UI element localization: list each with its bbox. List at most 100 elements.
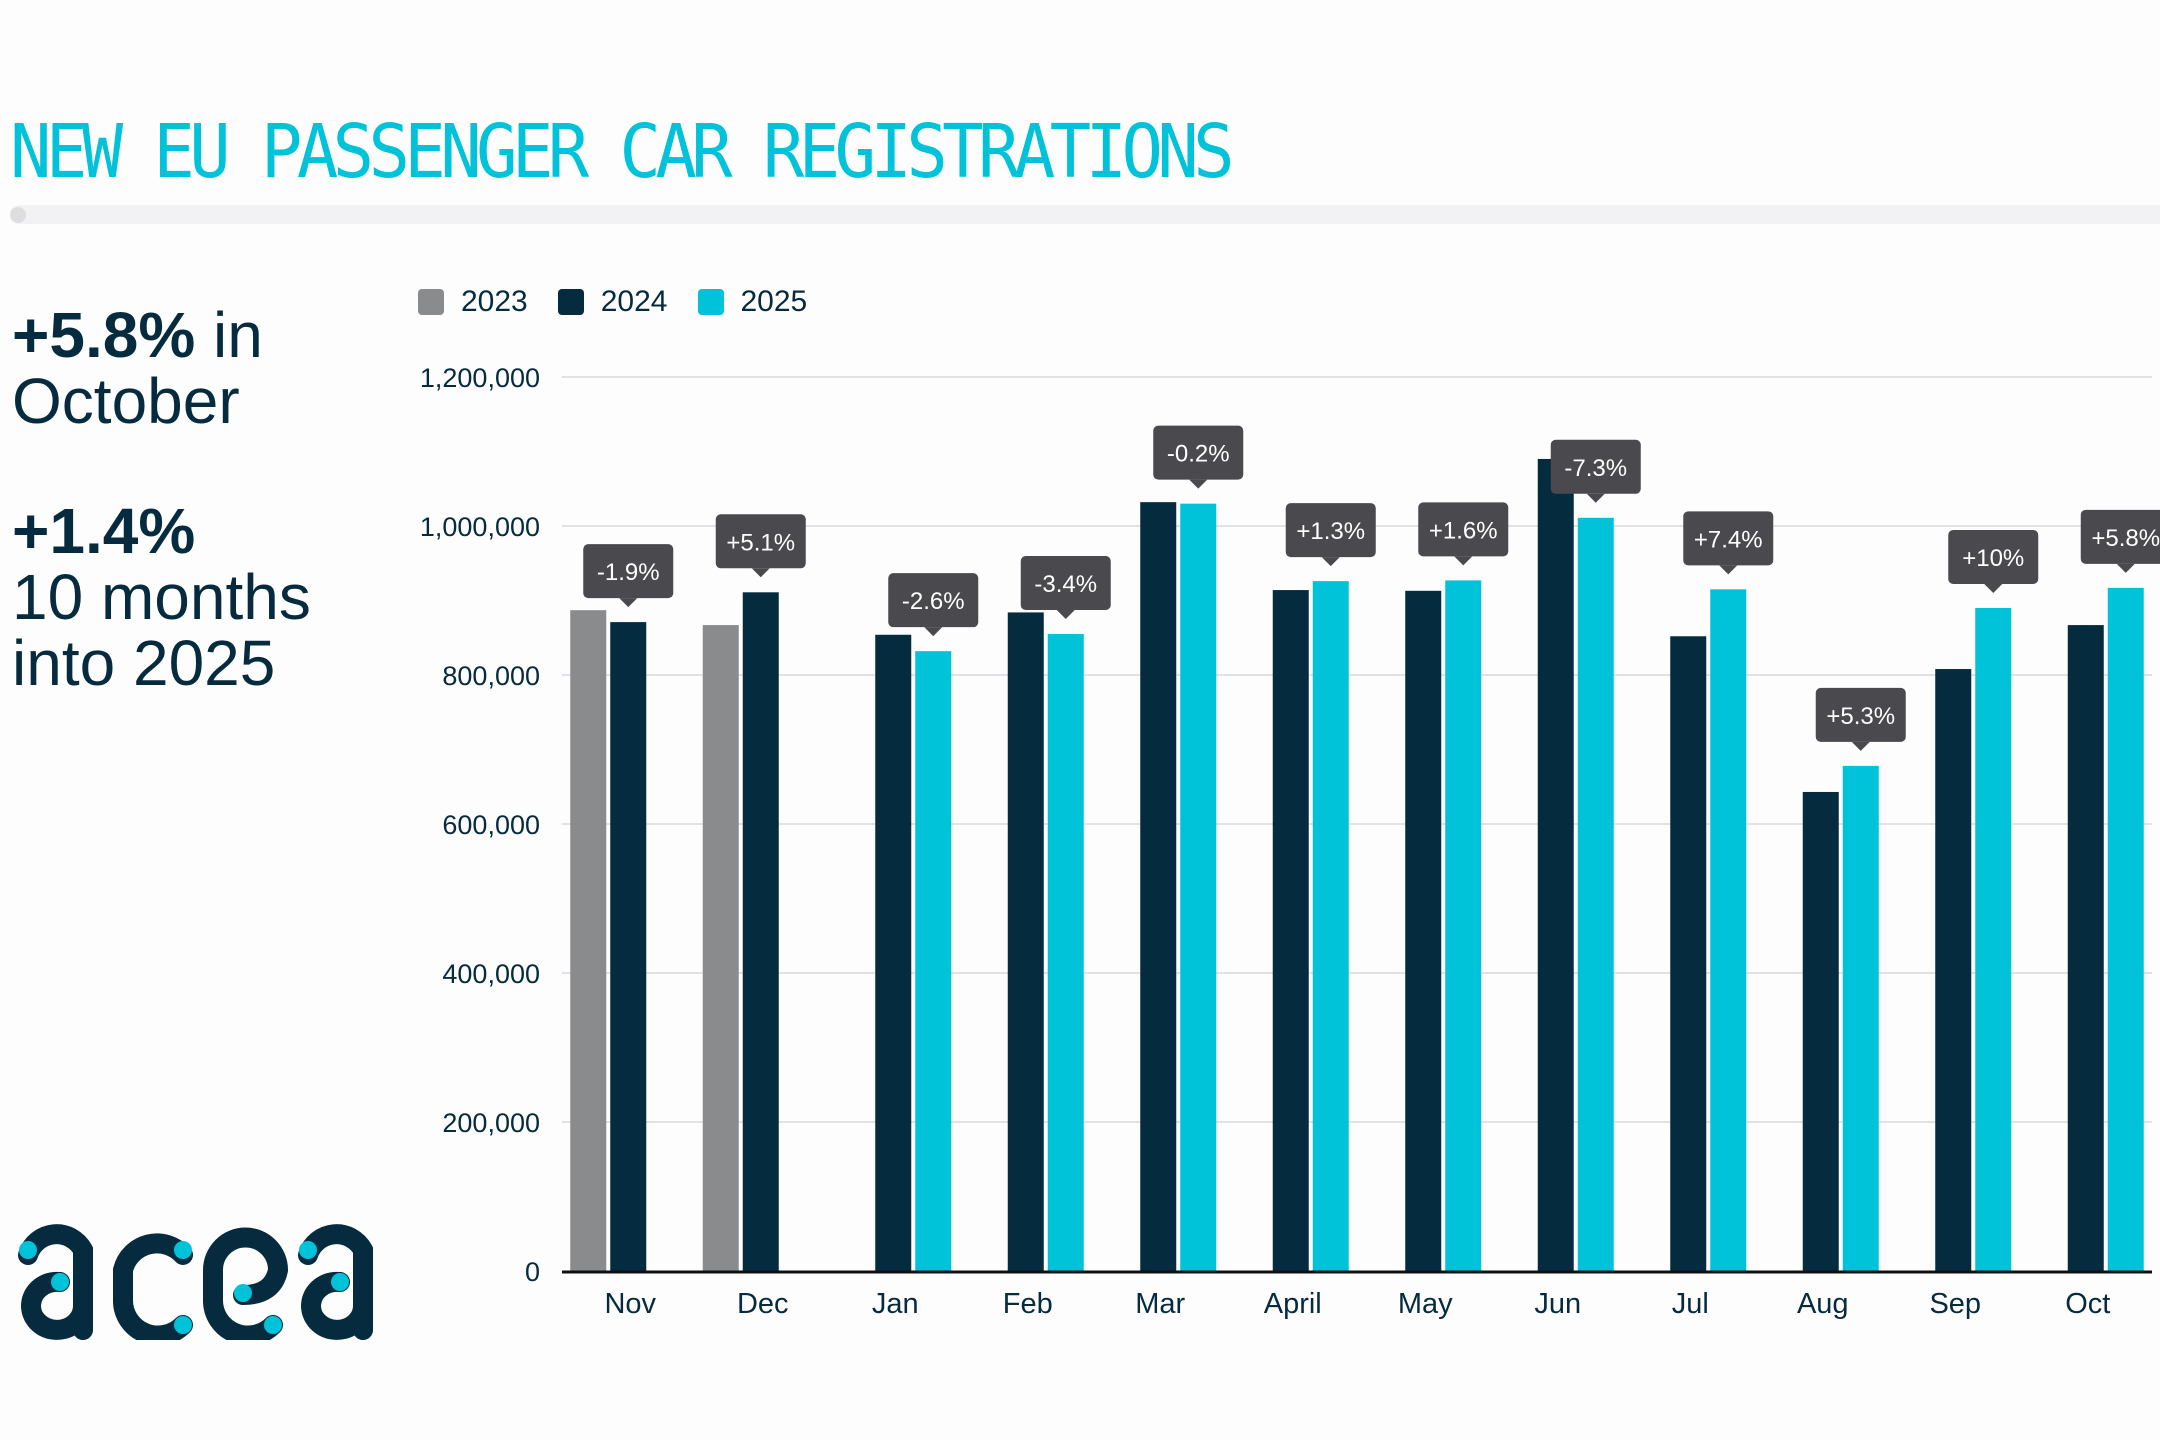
change-tooltip: -2.6% bbox=[888, 573, 979, 637]
bar-2025-sep[interactable] bbox=[1975, 607, 2012, 1271]
tooltip-pointer bbox=[1189, 479, 1208, 489]
tooltip-box bbox=[1815, 687, 1906, 742]
kpi-october-value: +5.8% bbox=[12, 299, 196, 371]
tooltip-box bbox=[888, 573, 979, 628]
legend-item-2024[interactable]: 2024 bbox=[557, 285, 668, 319]
change-tooltip: +5.3% bbox=[1815, 687, 1906, 751]
tooltip-label: +5.1% bbox=[726, 529, 795, 556]
tooltip-pointer bbox=[1851, 741, 1870, 751]
tooltip-pointer bbox=[619, 598, 638, 608]
bar-2025-april[interactable] bbox=[1312, 581, 1349, 1271]
bar-2024-oct[interactable] bbox=[2067, 625, 2104, 1271]
tooltip-box bbox=[1683, 511, 1774, 566]
change-tooltip: -0.2% bbox=[1153, 425, 1244, 489]
x-tick-label: Feb bbox=[1003, 1288, 1053, 1320]
kpi-ytd: +1.4% 10 months into 2025 bbox=[12, 498, 311, 696]
bar-2025-jul[interactable] bbox=[1710, 589, 1747, 1271]
title-divider bbox=[10, 205, 2160, 224]
chart-legend: 2023 2024 2025 bbox=[418, 285, 837, 319]
tooltip-label: +5.3% bbox=[1826, 703, 1895, 730]
bar-2025-jan[interactable] bbox=[915, 651, 952, 1271]
kpi-ytd-text2: 10 months bbox=[12, 561, 311, 633]
tooltip-pointer bbox=[1984, 583, 2003, 593]
tooltip-label: -1.9% bbox=[597, 559, 660, 586]
legend-swatch-2023 bbox=[418, 289, 444, 315]
kpi-ytd-text3: into 2025 bbox=[12, 627, 276, 699]
tooltip-label: -3.4% bbox=[1034, 571, 1097, 598]
tooltip-label: +5.8% bbox=[2091, 525, 2160, 552]
tooltip-box bbox=[1285, 503, 1376, 558]
kpi-october-text2: October bbox=[12, 365, 240, 437]
x-tick-label: Aug bbox=[1797, 1288, 1849, 1320]
x-tick-label: Jun bbox=[1534, 1288, 1581, 1320]
tooltip-label: -2.6% bbox=[902, 588, 965, 615]
tooltip-pointer bbox=[751, 568, 770, 578]
bar-2024-dec[interactable] bbox=[742, 592, 779, 1271]
y-tick-label: 200,000 bbox=[442, 1108, 540, 1138]
y-axis-ticks: 0 200,000 400,000 600,000 800,000 1,000,000 1,… bbox=[420, 363, 540, 1287]
x-tick-label: Nov bbox=[604, 1288, 656, 1320]
tooltip-label: -0.2% bbox=[1167, 441, 1230, 468]
x-tick-label: Jan bbox=[872, 1288, 919, 1320]
tooltip-label: +7.4% bbox=[1694, 526, 1763, 553]
tooltip-pointer bbox=[1454, 556, 1473, 566]
y-tick-label: 0 bbox=[525, 1257, 540, 1287]
bar-2024-nov[interactable] bbox=[610, 622, 647, 1271]
change-tooltip: +7.4% bbox=[1683, 511, 1774, 575]
tooltip-box bbox=[1550, 439, 1641, 494]
gridlines bbox=[562, 376, 2152, 1123]
bar-2023-nov[interactable] bbox=[570, 610, 607, 1271]
bar-2025-feb[interactable] bbox=[1047, 634, 1084, 1271]
change-tooltip: +10% bbox=[1948, 529, 2039, 593]
y-tick-label: 400,000 bbox=[442, 959, 540, 989]
acea-logo bbox=[8, 1210, 378, 1346]
change-annotations: -1.9% +5.1% -2.6% -3.4% -0.2% +1.3% +1.6% -7.3%… bbox=[583, 425, 2160, 751]
y-tick-label: 1,200,000 bbox=[420, 363, 540, 393]
legend-label-2023: 2023 bbox=[461, 285, 528, 318]
bar-2025-mar[interactable] bbox=[1180, 503, 1217, 1271]
change-tooltip: +5.8% bbox=[2080, 509, 2160, 573]
bar-2024-aug[interactable] bbox=[1802, 791, 1839, 1271]
bar-2025-jun[interactable] bbox=[1577, 517, 1614, 1271]
legend-swatch-2024 bbox=[557, 289, 584, 315]
bar-2025-may[interactable] bbox=[1445, 580, 1482, 1271]
bar-2024-mar[interactable] bbox=[1140, 502, 1177, 1271]
legend-swatch-2025 bbox=[697, 289, 724, 315]
bar-2024-jan[interactable] bbox=[875, 634, 912, 1271]
bar-2024-sep[interactable] bbox=[1935, 669, 1972, 1271]
bar-2024-jul[interactable] bbox=[1670, 636, 1707, 1271]
y-tick-label: 1,000,000 bbox=[420, 512, 540, 542]
kpi-october: +5.8% in October bbox=[12, 302, 263, 434]
y-tick-label: 800,000 bbox=[442, 661, 540, 691]
tooltip-label: +10% bbox=[1962, 545, 2024, 572]
bar-2024-feb[interactable] bbox=[1007, 612, 1044, 1271]
x-tick-label: Oct bbox=[2065, 1288, 2110, 1320]
x-tick-label: Sep bbox=[1929, 1288, 1981, 1320]
legend-label-2025: 2025 bbox=[740, 285, 808, 318]
bar-2025-oct[interactable] bbox=[2107, 587, 2144, 1271]
tooltip-box bbox=[1020, 556, 1111, 611]
change-tooltip: -3.4% bbox=[1020, 556, 1111, 620]
legend-item-2025[interactable]: 2025 bbox=[697, 285, 808, 319]
tooltip-box bbox=[1948, 529, 2039, 584]
x-tick-label: April bbox=[1264, 1288, 1322, 1320]
y-tick-label: 600,000 bbox=[442, 810, 540, 840]
tooltip-box bbox=[1418, 502, 1509, 557]
bars bbox=[570, 458, 2144, 1271]
bar-2024-may[interactable] bbox=[1405, 590, 1442, 1271]
tooltip-pointer bbox=[2116, 563, 2135, 573]
bar-2023-dec[interactable] bbox=[702, 625, 739, 1271]
legend-label-2024: 2024 bbox=[600, 285, 668, 318]
bar-2024-jun[interactable] bbox=[1537, 458, 1574, 1271]
tooltip-pointer bbox=[1586, 493, 1605, 503]
tooltip-pointer bbox=[924, 627, 943, 637]
bar-2025-aug[interactable] bbox=[1842, 765, 1879, 1271]
change-tooltip: -7.3% bbox=[1550, 439, 1641, 503]
change-tooltip: +5.1% bbox=[715, 514, 806, 578]
bar-2024-april[interactable] bbox=[1272, 590, 1309, 1271]
tooltip-box bbox=[1153, 425, 1244, 480]
kpi-october-text1: in bbox=[195, 299, 263, 371]
legend-item-2023[interactable]: 2023 bbox=[418, 285, 528, 319]
tooltip-label: -7.3% bbox=[1564, 455, 1627, 482]
